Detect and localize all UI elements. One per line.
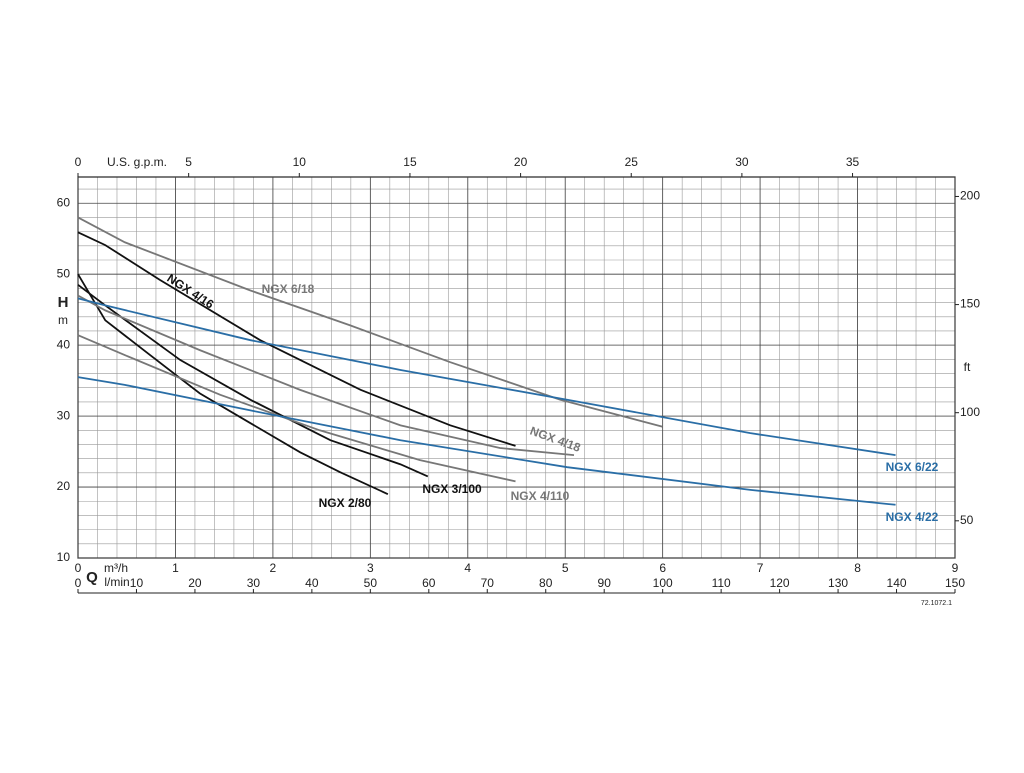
x3-tick-label: 70 xyxy=(481,576,495,590)
x-tick-label: 3 xyxy=(367,561,374,575)
x3-tick-label: 110 xyxy=(712,576,731,590)
x-tick-label: 4 xyxy=(464,561,471,575)
curve xyxy=(77,376,896,506)
x2-tick-label: 10 xyxy=(293,155,307,169)
x3-tick-label: 50 xyxy=(364,576,378,590)
y-unit: m xyxy=(58,313,68,327)
x2-tick-label: 5 xyxy=(185,155,192,169)
x-tick-label: 8 xyxy=(854,561,861,575)
y2-tick-label: 50 xyxy=(960,513,974,527)
x-tick-label: 6 xyxy=(659,561,666,575)
curve xyxy=(77,294,575,457)
x2-tick-label: 35 xyxy=(846,155,860,169)
series-label: NGX 4/110 xyxy=(511,489,570,503)
y-tick-label: 20 xyxy=(57,479,71,493)
x2-tick-label: 25 xyxy=(625,155,639,169)
x2-label: U.S. g.p.m. xyxy=(107,155,167,169)
series-label: NGX 3/100 xyxy=(422,482,482,496)
series-label: NGX 2/80 xyxy=(319,496,372,510)
y-tick-label: 40 xyxy=(57,337,71,351)
x-tick-label: 2 xyxy=(270,561,277,575)
x3-tick-label: 0 xyxy=(75,576,82,590)
x3-tick-label: 30 xyxy=(247,576,261,590)
x3-label: l/min xyxy=(104,575,129,589)
curve xyxy=(77,216,663,428)
x-label: m³/h xyxy=(104,561,128,575)
y2-label: ft xyxy=(964,360,971,374)
y-tick-label: 30 xyxy=(57,408,71,422)
flow-symbol: Q xyxy=(86,569,98,586)
x3-tick-label: 20 xyxy=(188,576,202,590)
curve xyxy=(77,231,516,447)
code: 72.1072.1 xyxy=(921,600,952,607)
x3-tick-label: 10 xyxy=(130,576,144,590)
x2-tick-label: 30 xyxy=(735,155,749,169)
x-tick-label: 0 xyxy=(75,561,82,575)
x3-tick-label: 100 xyxy=(653,576,673,590)
x-tick-label: 7 xyxy=(757,561,764,575)
x3-tick-label: 40 xyxy=(305,576,319,590)
curve xyxy=(77,273,389,495)
series-label: NGX 4/22 xyxy=(886,510,939,524)
x3-tick-label: 120 xyxy=(770,576,790,590)
x3-tick-label: 90 xyxy=(598,576,612,590)
series-label: NGX 6/18 xyxy=(262,282,315,296)
x2-tick-label: 20 xyxy=(514,155,528,169)
x2-tick-label: 15 xyxy=(403,155,417,169)
y2-tick-label: 100 xyxy=(960,405,980,419)
x2-tick-label: 0 xyxy=(75,155,82,169)
x-tick-label: 1 xyxy=(172,561,179,575)
y2-tick-label: 150 xyxy=(960,297,980,311)
x-tick-label: 5 xyxy=(562,561,569,575)
y-label: H xyxy=(58,294,69,311)
y-tick-label: 60 xyxy=(57,195,71,209)
y-tick-label: 10 xyxy=(57,550,71,564)
y-tick-label: 50 xyxy=(57,266,71,280)
x3-tick-label: 60 xyxy=(422,576,436,590)
curve xyxy=(77,334,516,483)
x3-tick-label: 150 xyxy=(945,576,965,590)
curve xyxy=(77,297,896,457)
y2-tick-label: 200 xyxy=(960,189,980,203)
x3-tick-label: 140 xyxy=(887,576,907,590)
series-label: NGX 6/22 xyxy=(886,460,939,474)
x3-tick-label: 130 xyxy=(828,576,848,590)
x-tick-label: 9 xyxy=(952,561,959,575)
x3-tick-label: 80 xyxy=(539,576,553,590)
